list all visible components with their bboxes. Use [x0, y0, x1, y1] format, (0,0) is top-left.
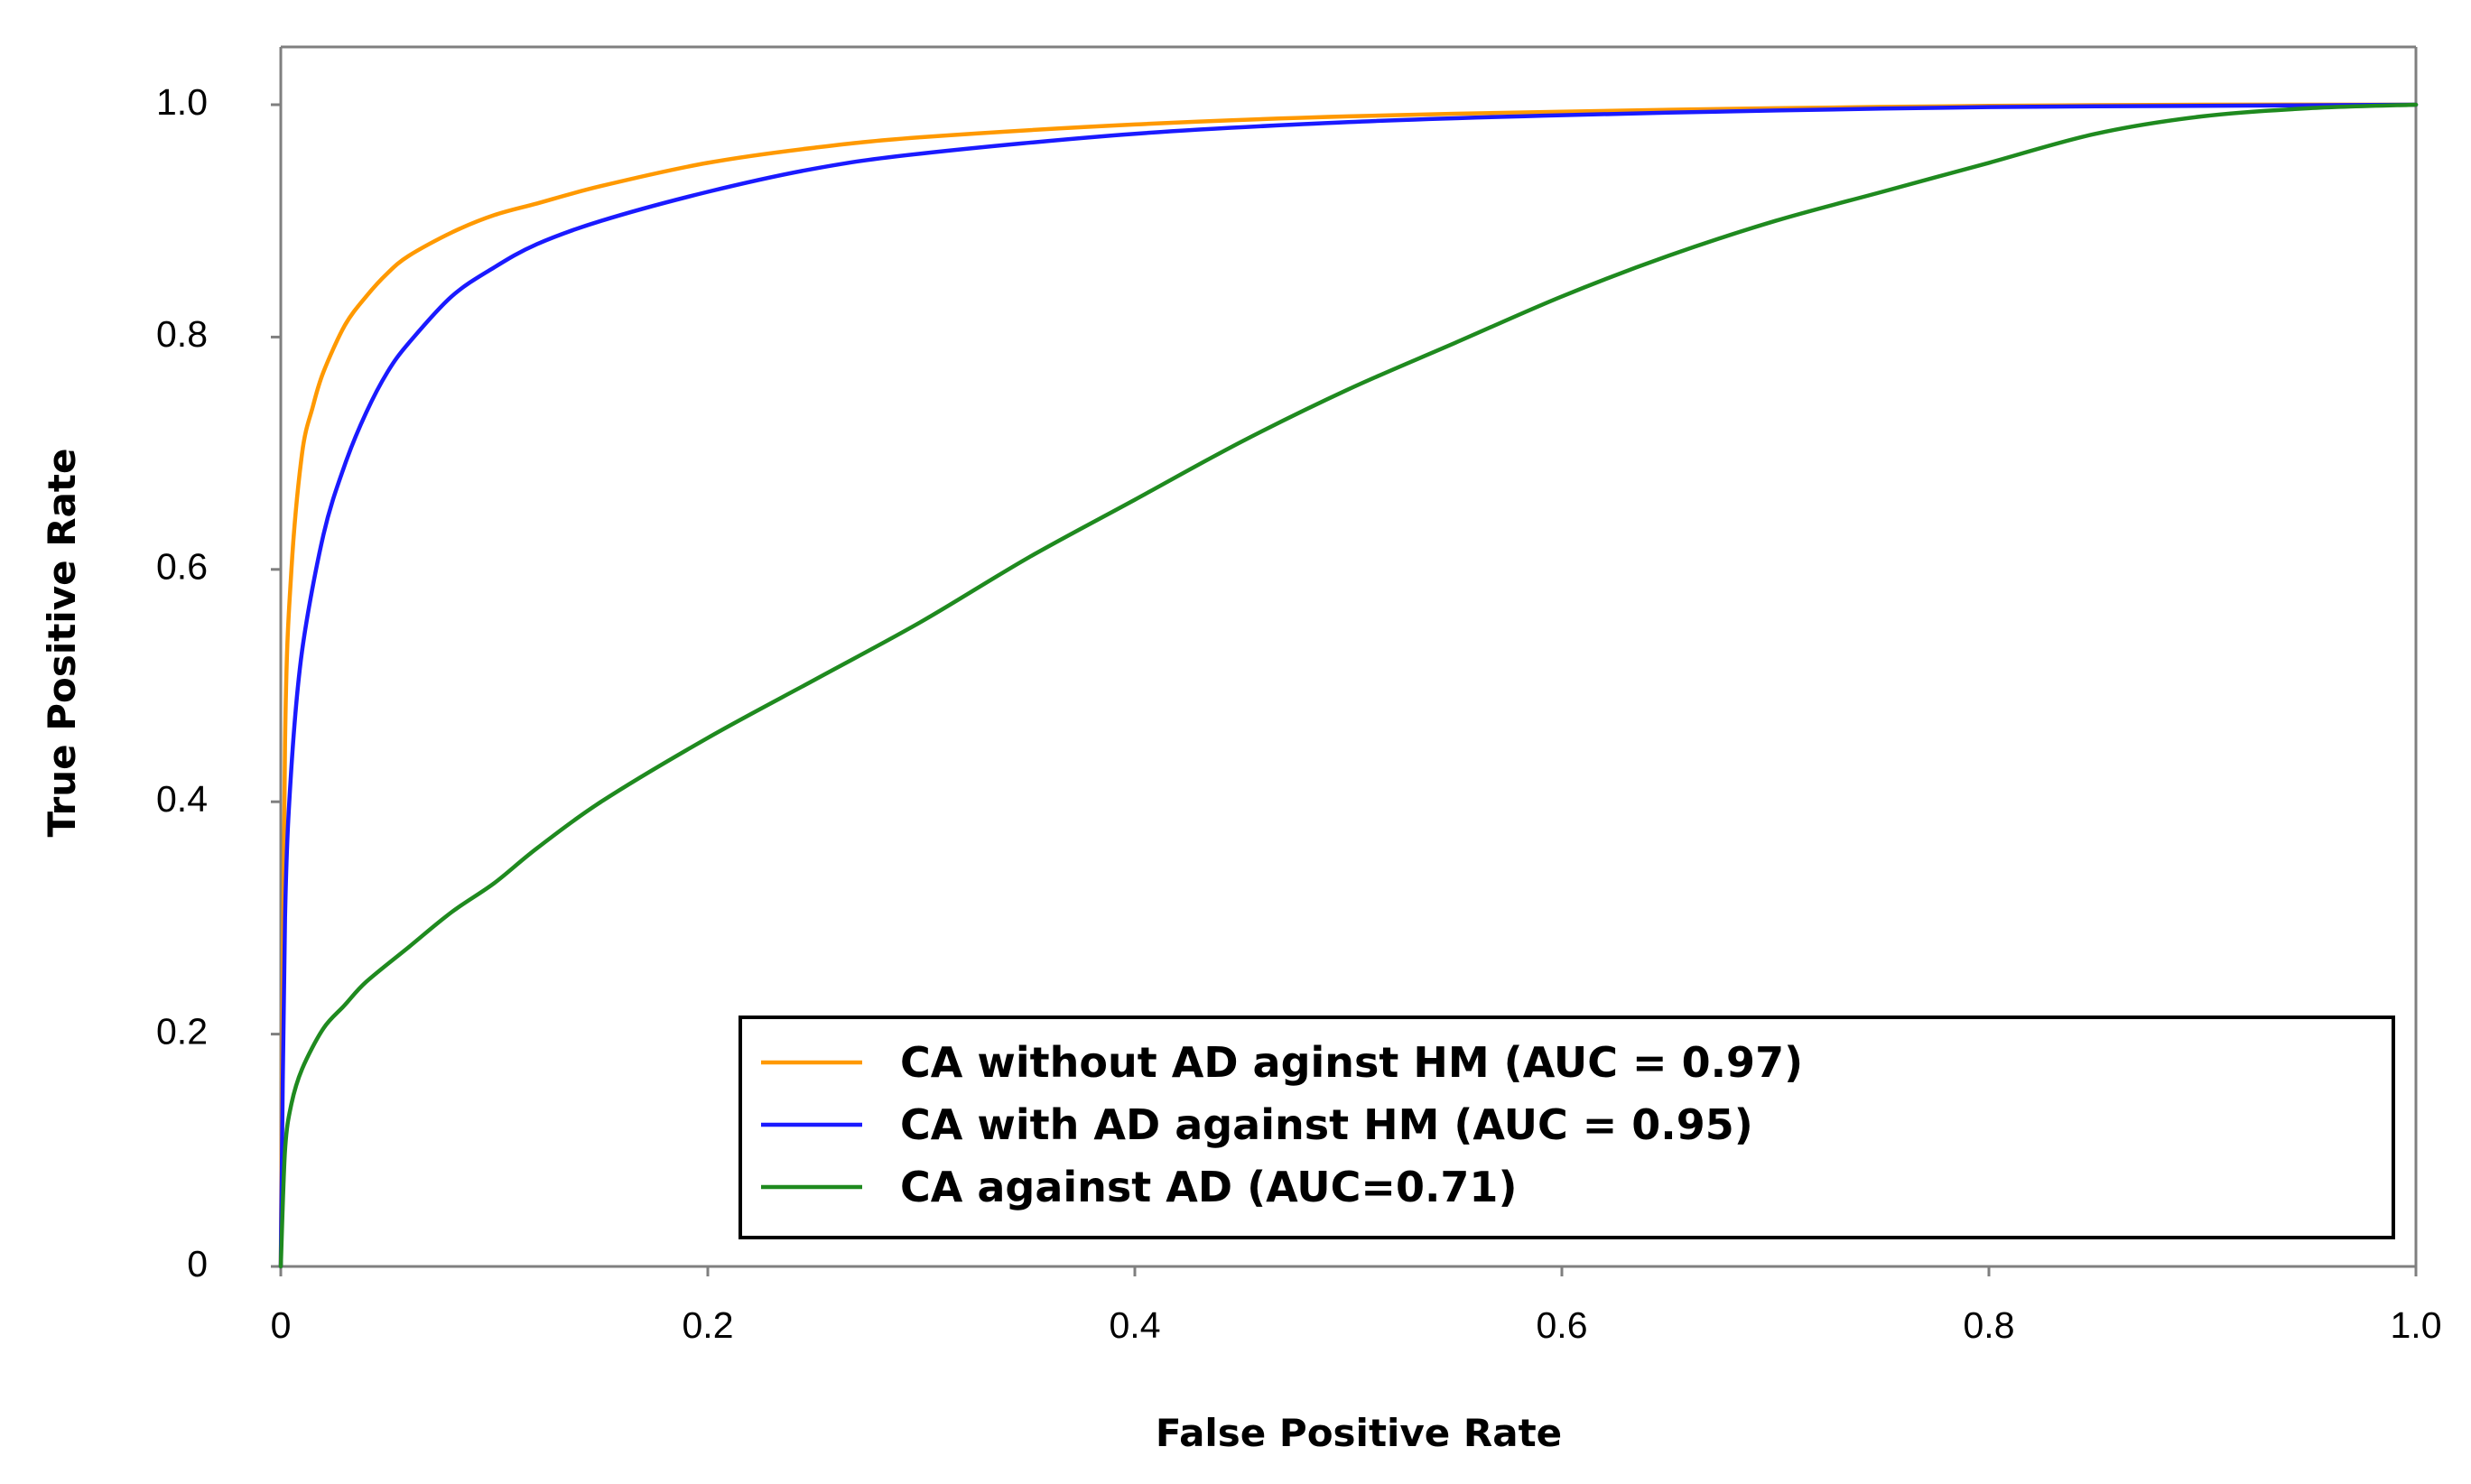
legend-box: [739, 1016, 2395, 1239]
series-line-3: [278, 102, 2419, 1269]
x-tick-label: 0.2: [683, 1304, 734, 1346]
y-tick-label: 1.0: [156, 81, 208, 123]
x-tick-label: 0.8: [1964, 1304, 2015, 1346]
legend-entry-label-3: CA against AD (AUC=0.71): [900, 1163, 1517, 1211]
x-axis-label: False Positive Rate: [1156, 1411, 1562, 1455]
y-tick-label: 0: [187, 1243, 208, 1285]
y-tick-label: 0.4: [156, 778, 208, 820]
x-tick-label: 0: [271, 1304, 292, 1346]
y-tick-label: 0.8: [156, 313, 208, 355]
x-tick-label: 1.0: [2391, 1304, 2442, 1346]
y-tick-label: 0.6: [156, 546, 208, 588]
legend-entry-label-1: CA without AD aginst HM (AUC = 0.97): [900, 1038, 1803, 1087]
y-axis-label: True Positive Rate: [40, 449, 84, 838]
series-line-1: [278, 102, 2419, 1269]
legend-entry-label-2: CA with AD against HM (AUC = 0.95): [900, 1100, 1753, 1149]
axis-ticks: [271, 103, 2418, 1276]
legend: CA without AD aginst HM (AUC = 0.97) CA w…: [739, 1016, 2395, 1239]
x-tick-label: 0.4: [1110, 1304, 1161, 1346]
y-tick-label: 0.2: [156, 1010, 208, 1052]
series-lines: [278, 102, 2419, 1269]
series-line-2: [278, 102, 2419, 1269]
axis-tick-labels: 0 0.2 0.4 0.6 0.8 1.0 0 0.2 0.4 0.6 0.8 1.0: [156, 81, 2442, 1346]
x-tick-label: 0.6: [1537, 1304, 1588, 1346]
